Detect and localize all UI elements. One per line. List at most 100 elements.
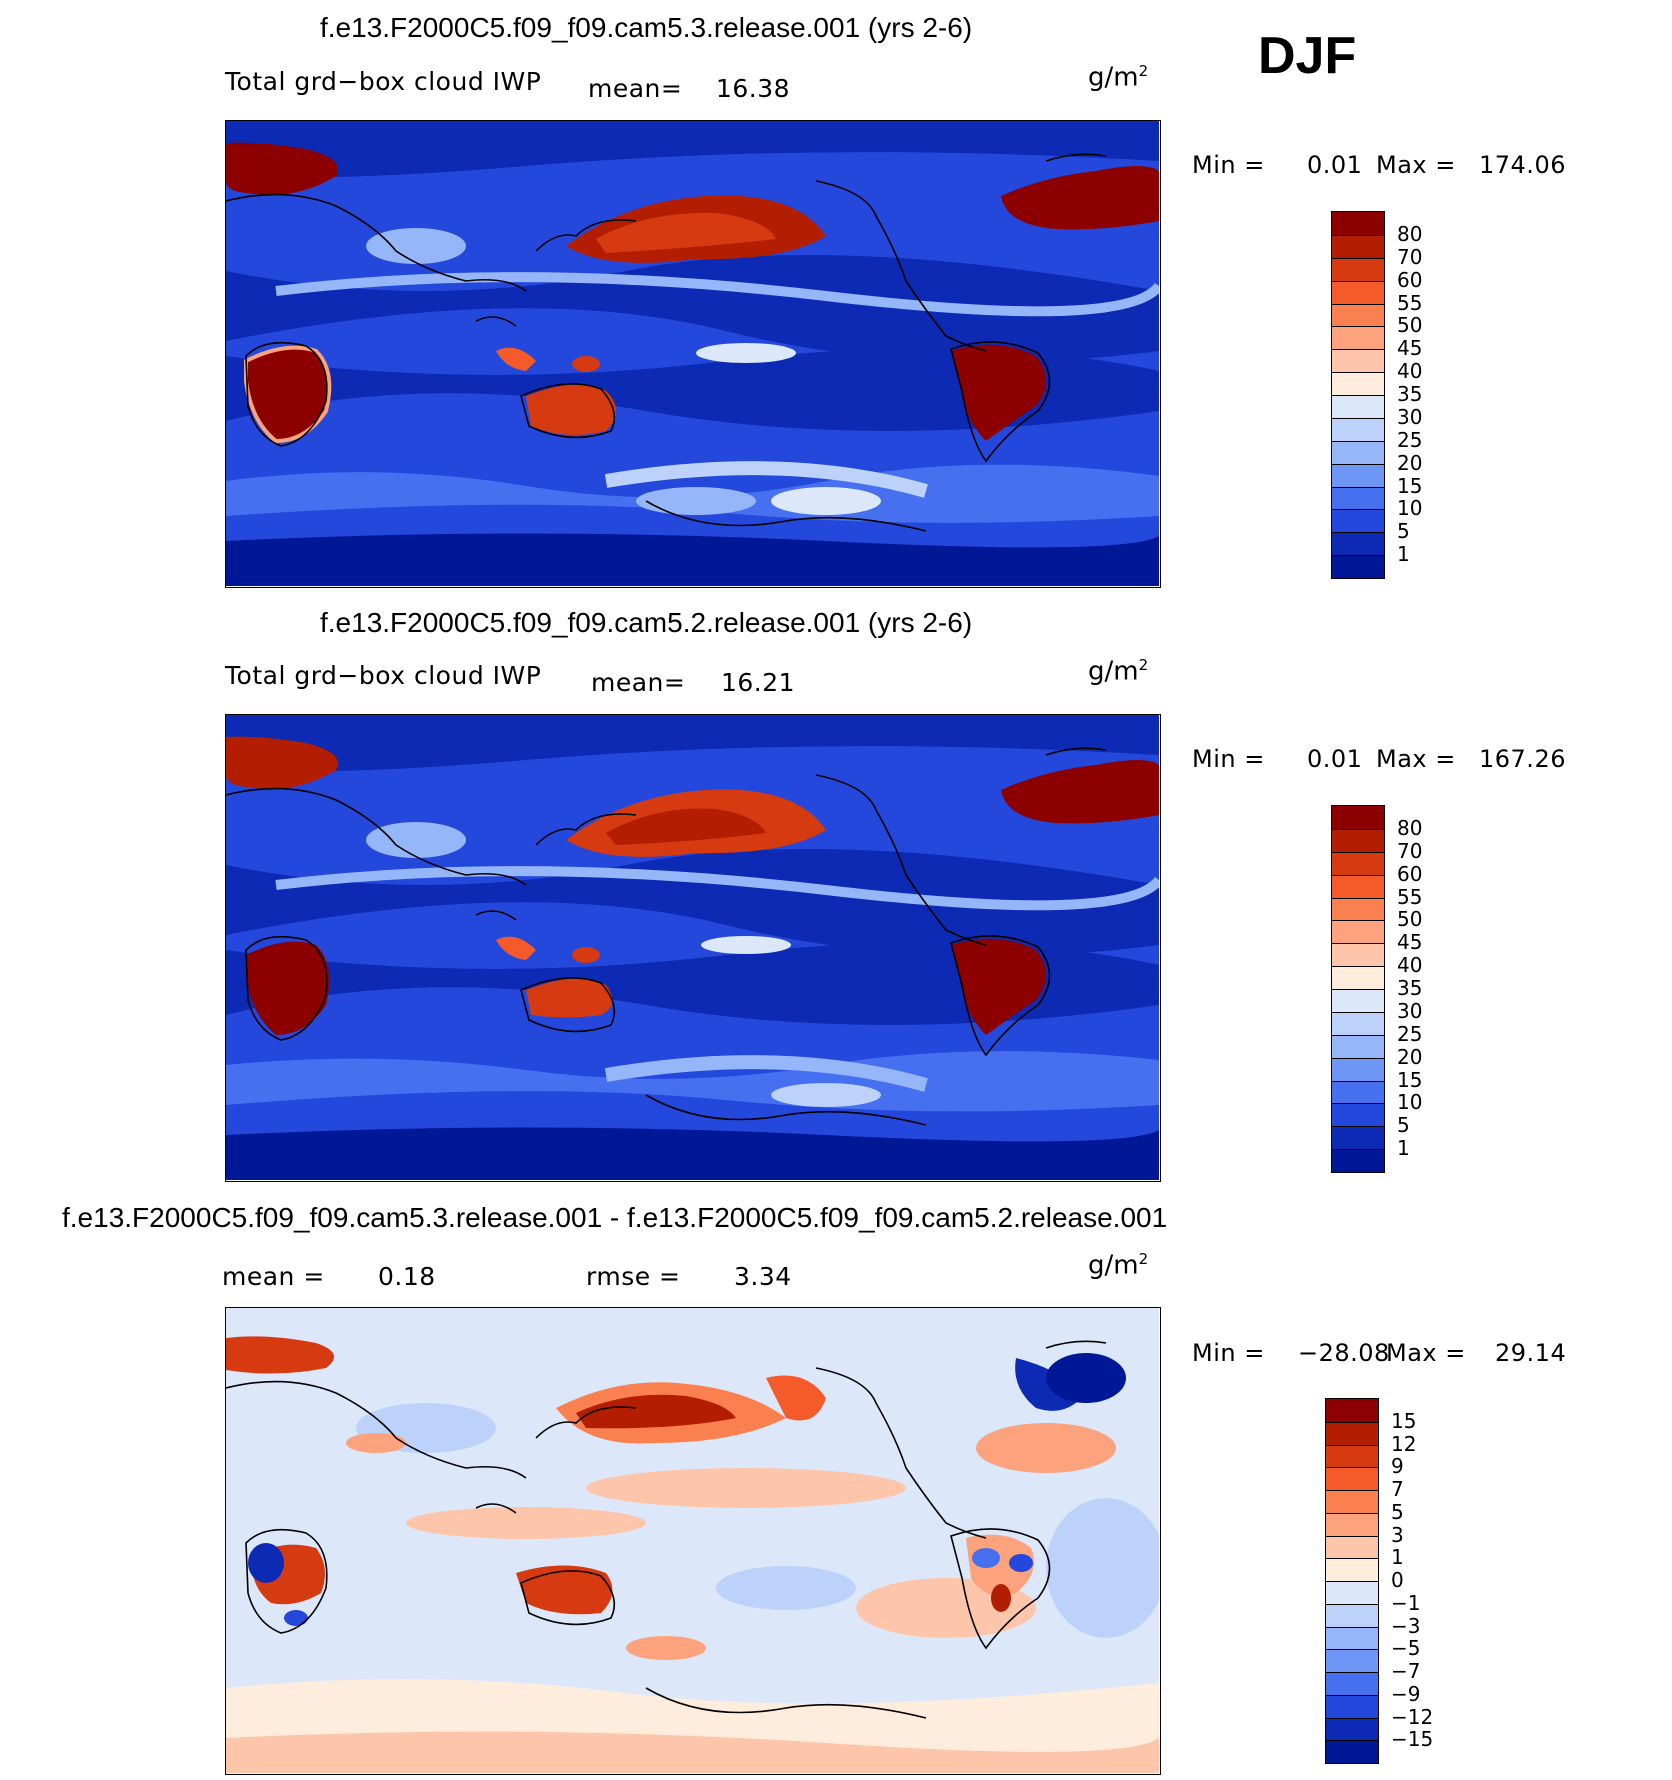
colorbar-level-label: 5 [1391, 1499, 1404, 1524]
colorbar-level-label: 25 [1397, 1021, 1423, 1046]
panel-3-mean-label: mean = [222, 1262, 325, 1291]
colorbar-level-label: 50 [1397, 313, 1423, 338]
colorbar-level-label: 1 [1397, 542, 1410, 567]
panel-2-map [225, 714, 1161, 1182]
panel-1-max-value: 174.06 [1479, 151, 1566, 179]
panel-1-units: g/m2 [1088, 62, 1149, 93]
colorbar-swatch [1326, 1467, 1378, 1490]
colorbar-level-label: 3 [1391, 1522, 1404, 1547]
panel-2-mean-label: mean= [591, 668, 686, 697]
panel-1-colorbar [1331, 211, 1385, 579]
colorbar-level-label: 45 [1397, 336, 1423, 361]
colorbar-swatch [1332, 874, 1384, 898]
colorbar-level-label: 30 [1397, 998, 1423, 1023]
colorbar-level-label: 0 [1391, 1568, 1404, 1592]
colorbar-level-label: 10 [1397, 496, 1423, 521]
season-label: DJF [1258, 27, 1357, 85]
colorbar-level-label: 35 [1397, 976, 1423, 1000]
colorbar-swatch [1332, 1080, 1384, 1104]
panel-3-map [225, 1307, 1161, 1775]
colorbar-level-label: −7 [1391, 1659, 1421, 1683]
colorbar-swatch [1326, 1581, 1378, 1604]
colorbar-level-label: 7 [1391, 1477, 1404, 1501]
colorbar-level-label: 60 [1397, 861, 1423, 886]
panel-1-mean-value: 16.38 [716, 74, 791, 103]
colorbar-swatch [1332, 1057, 1384, 1081]
colorbar-level-label: 60 [1397, 267, 1423, 292]
colorbar-level-label: 55 [1397, 884, 1423, 909]
colorbar-swatch [1326, 1399, 1378, 1422]
colorbar-level-label: 9 [1391, 1454, 1404, 1479]
colorbar-level-label: 20 [1397, 450, 1423, 475]
colorbar-swatch [1326, 1444, 1378, 1468]
colorbar-swatch [1332, 303, 1384, 327]
colorbar-swatch [1326, 1626, 1378, 1650]
colorbar-level-label: 1 [1397, 1136, 1410, 1161]
colorbar-swatch [1332, 989, 1384, 1012]
panel-3-min-value: −28.08 [1298, 1339, 1390, 1367]
panel-3-rmse-label: rmse = [586, 1262, 681, 1291]
colorbar-level-label: 70 [1397, 244, 1423, 269]
colorbar-swatch [1332, 417, 1384, 441]
colorbar-swatch [1332, 212, 1384, 235]
colorbar-swatch [1332, 486, 1384, 510]
panel-1-variable: Total grd−box cloud IWP [225, 67, 542, 96]
panel-1-map [225, 120, 1161, 588]
colorbar-swatch [1332, 1126, 1384, 1150]
colorbar-swatch [1326, 1717, 1378, 1741]
colorbar-swatch [1332, 943, 1384, 967]
panel-2-min-label: Min = [1192, 745, 1265, 773]
panel-2-min-value: 0.01 [1307, 745, 1363, 773]
panel-2-variable: Total grd−box cloud IWP [225, 661, 542, 690]
colorbar-swatch [1332, 1011, 1384, 1035]
panel-2-units: g/m2 [1088, 656, 1149, 687]
panel-3-title: f.e13.F2000C5.f09_f09.cam5.3.release.001… [62, 1202, 1168, 1233]
panel-2-colorbar [1331, 805, 1385, 1173]
colorbar-swatch [1332, 532, 1384, 556]
panel-1-mean-label: mean= [588, 74, 683, 103]
panel-3-rmse-value: 3.34 [734, 1262, 792, 1291]
colorbar-level-label: −3 [1391, 1613, 1421, 1638]
colorbar-swatch [1326, 1490, 1378, 1513]
panel-2-max-label: Max = [1376, 745, 1456, 773]
colorbar-level-label: −12 [1391, 1704, 1434, 1729]
colorbar-swatch [1326, 1603, 1378, 1627]
panel-2-max-value: 167.26 [1479, 745, 1566, 773]
panel-3-colorbar [1325, 1398, 1379, 1764]
colorbar-swatch [1332, 851, 1384, 875]
colorbar-swatch [1326, 1694, 1378, 1718]
colorbar-swatch [1332, 372, 1384, 395]
panel-1-min-value: 0.01 [1307, 151, 1363, 179]
panel-3-min-label: Min = [1192, 1339, 1265, 1367]
colorbar-level-label: 70 [1397, 838, 1423, 863]
panel-1-field [226, 121, 1159, 586]
colorbar-level-label: 10 [1397, 1090, 1423, 1115]
colorbar-swatch [1326, 1740, 1378, 1763]
colorbar-swatch [1332, 920, 1384, 944]
colorbar-level-label: 40 [1397, 359, 1423, 384]
colorbar-level-label: −1 [1391, 1590, 1421, 1615]
colorbar-swatch [1326, 1672, 1378, 1695]
colorbar-swatch [1332, 509, 1384, 533]
panel-2-title: f.e13.F2000C5.f09_f09.cam5.2.release.001… [320, 607, 973, 638]
colorbar-swatch [1332, 349, 1384, 373]
panel-1-title: f.e13.F2000C5.f09_f09.cam5.3.release.001… [320, 12, 973, 43]
colorbar-level-label: −15 [1391, 1727, 1434, 1752]
colorbar-swatch [1332, 555, 1384, 578]
colorbar-level-label: 55 [1397, 290, 1423, 315]
panel-3-field [226, 1308, 1159, 1773]
colorbar-swatch [1332, 257, 1384, 281]
colorbar-swatch [1326, 1558, 1378, 1581]
colorbar-swatch [1326, 1649, 1378, 1672]
colorbar-swatch [1332, 463, 1384, 487]
colorbar-level-label: 80 [1397, 221, 1423, 246]
colorbar-swatch [1332, 326, 1384, 350]
colorbar-swatch [1332, 395, 1384, 418]
colorbar-swatch [1332, 806, 1384, 829]
colorbar-level-label: 80 [1397, 815, 1423, 840]
colorbar-level-label: −5 [1391, 1636, 1421, 1661]
panel-3-max-label: Max = [1386, 1339, 1466, 1367]
colorbar-level-label: 50 [1397, 907, 1423, 932]
colorbar-swatch [1332, 1103, 1384, 1127]
colorbar-swatch [1332, 966, 1384, 989]
